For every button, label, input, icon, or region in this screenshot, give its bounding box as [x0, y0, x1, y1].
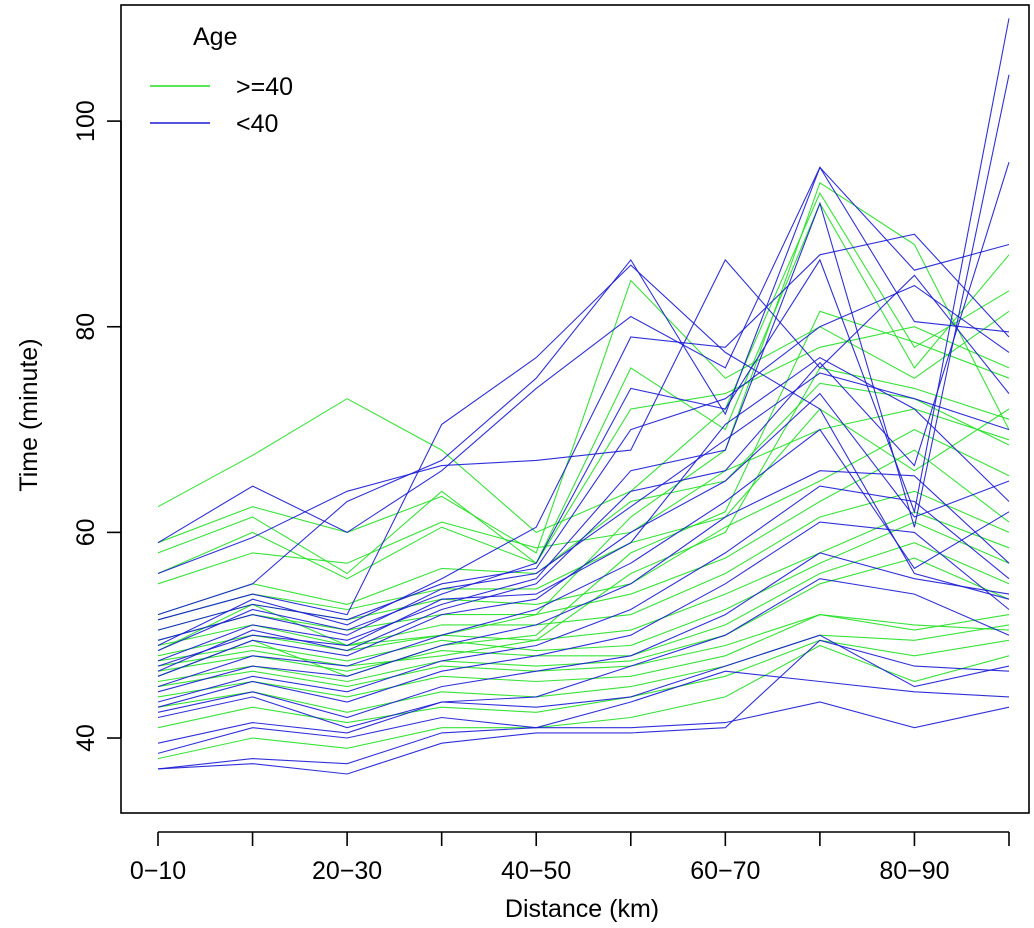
series-layer — [157, 18, 1010, 775]
series-line-ge40-9 — [157, 490, 1010, 647]
series-line-lt40-36 — [157, 578, 1010, 729]
series-line-lt40-40 — [157, 639, 1010, 775]
series-line-ge40-1 — [157, 279, 1010, 554]
x-tick-label-2: 20−30 — [312, 857, 382, 885]
series-line-ge40-0 — [157, 191, 1010, 534]
series-line-lt40-34 — [157, 521, 1010, 708]
series-line-ge40-16 — [157, 624, 1010, 713]
x-tick-label-4: 40−50 — [501, 857, 571, 885]
series-line-ge40-12 — [157, 542, 1010, 672]
series-line-ge40-10 — [157, 511, 1010, 657]
y-axis-title: Time (minute) — [15, 338, 43, 491]
series-line-ge40-3 — [157, 326, 1010, 580]
x-tick-label-0: 0−10 — [130, 857, 186, 885]
x-tick-label-8: 80−90 — [879, 857, 949, 885]
series-line-lt40-23 — [157, 258, 1010, 575]
series-line-ge40-14 — [157, 614, 1010, 688]
x-axis: 0−10 20−30 40−50 60−70 80−90 — [130, 831, 1010, 885]
y-tick-label-40: 40 — [72, 724, 100, 752]
series-line-lt40-28 — [157, 74, 1010, 662]
y-tick-label-80: 80 — [72, 313, 100, 341]
y-tick-label-60: 60 — [72, 518, 100, 546]
series-line-lt40-38 — [157, 670, 1010, 754]
y-axis: 40 60 80 100 — [72, 100, 122, 752]
series-line-ge40-18 — [157, 644, 1010, 760]
series-line-lt40-30 — [157, 392, 1010, 677]
series-line-ge40-21 — [157, 367, 1010, 667]
series-line-lt40-31 — [157, 428, 1010, 688]
series-line-ge40-8 — [157, 449, 1010, 641]
x-axis-title: Distance (km) — [505, 895, 659, 923]
series-line-ge40-11 — [157, 521, 1010, 662]
series-line-lt40-37 — [157, 634, 1010, 744]
y-tick-label-100: 100 — [72, 100, 100, 142]
series-line-lt40-33 — [157, 485, 1010, 703]
series-line-ge40-2 — [157, 202, 1010, 575]
series-line-lt40-26 — [157, 233, 1010, 646]
series-line-lt40-24 — [157, 166, 1010, 616]
series-line-lt40-25 — [157, 264, 1010, 621]
series-line-lt40-39 — [157, 701, 1010, 770]
x-tick-label-6: 60−70 — [690, 857, 760, 885]
series-line-ge40-15 — [157, 614, 1010, 698]
legend-title: Age — [193, 23, 237, 51]
series-line-lt40-41 — [157, 284, 1010, 631]
series-line-lt40-32 — [157, 470, 1010, 693]
series-line-lt40-35 — [157, 552, 1010, 719]
series-line-lt40-42 — [157, 372, 1010, 641]
series-line-ge40-17 — [157, 639, 1010, 729]
legend-label-ge40: >=40 — [236, 73, 293, 101]
legend-label-lt40: <40 — [236, 110, 278, 138]
series-line-lt40-43 — [157, 356, 1010, 667]
legend: Age >=40 <40 — [150, 23, 293, 138]
